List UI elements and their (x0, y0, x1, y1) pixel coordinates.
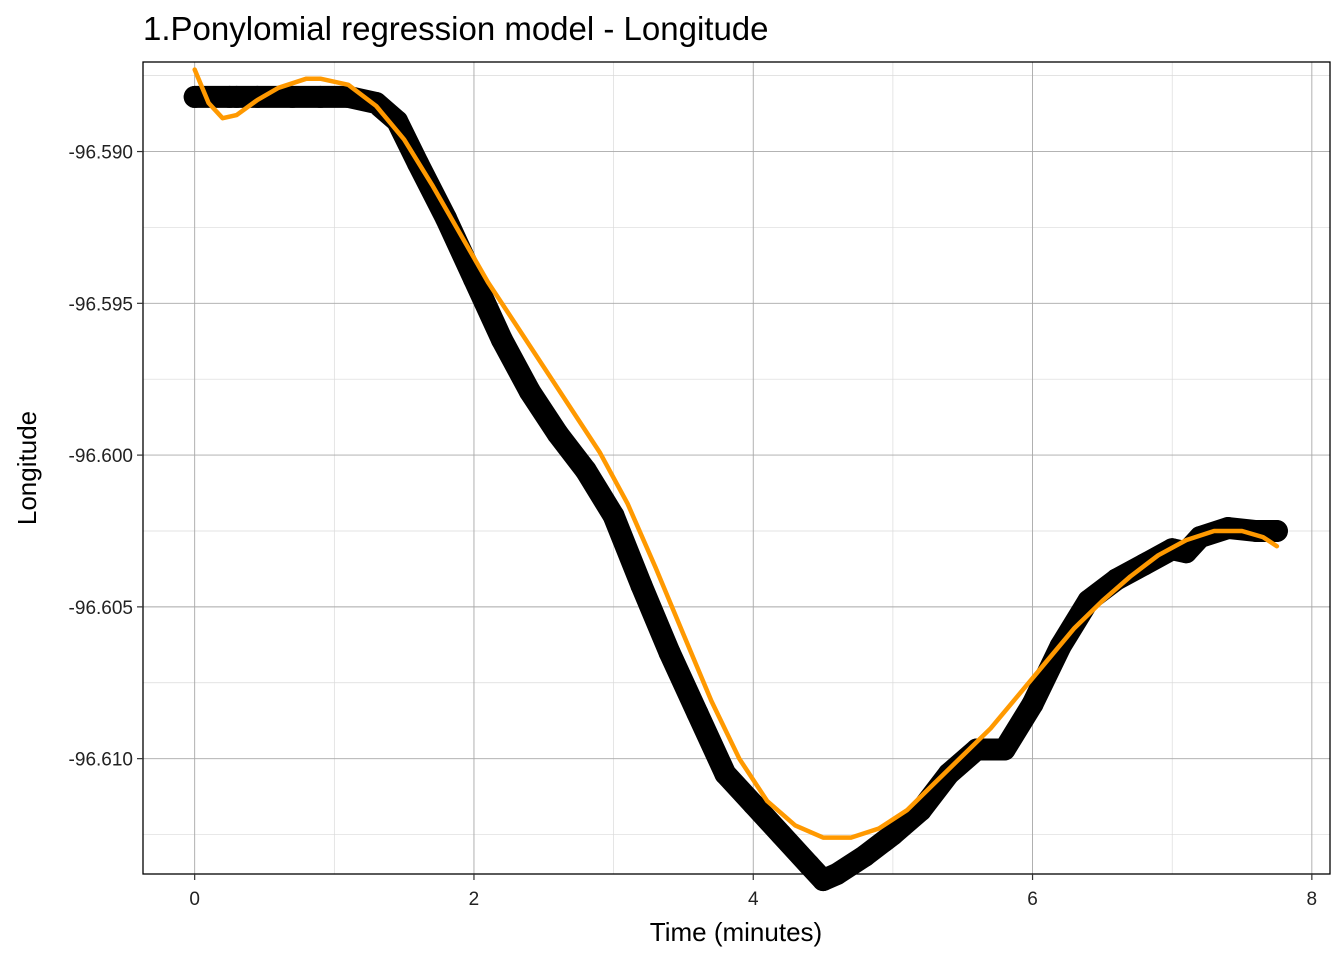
y-tick-label: -96.595 (69, 294, 133, 315)
data-point (965, 738, 988, 761)
data-point (993, 738, 1016, 761)
data-point (281, 85, 304, 108)
plot-panel (142, 61, 1331, 892)
data-point (365, 92, 388, 114)
data-point (854, 844, 876, 867)
x-axis-title: Time (minutes) (650, 917, 822, 947)
data-point (463, 268, 485, 290)
y-tick-label: -96.600 (69, 446, 133, 467)
x-tick-label: 2 (469, 889, 480, 910)
data-point (602, 504, 625, 527)
data-point (1175, 541, 1198, 564)
grid (143, 62, 1330, 874)
x-axis: 0 2 4 6 8 (189, 874, 1317, 910)
plot-background (143, 62, 1330, 874)
data-point (546, 422, 569, 445)
y-tick-label: -96.605 (69, 598, 133, 619)
x-tick-label: 4 (748, 889, 759, 910)
x-tick-label: 0 (189, 889, 200, 910)
data-point (937, 762, 960, 785)
fitted-curve-series (192, 67, 1280, 840)
data-point (630, 574, 653, 597)
y-tick-label: -96.610 (69, 750, 133, 771)
data-point (658, 641, 681, 664)
chart-title: 1.Ponylomial regression model - Longitud… (143, 10, 769, 47)
data-point (770, 823, 793, 846)
y-axis-title: Longitude (12, 411, 42, 525)
data-point (1217, 517, 1240, 539)
data-point (490, 328, 513, 351)
data-point (742, 793, 765, 816)
data-point (714, 762, 737, 785)
y-axis: -96.590 -96.595 -96.600 -96.605 -96.610 (69, 143, 143, 771)
x-tick-label: 6 (1027, 889, 1038, 910)
data-point (435, 207, 457, 230)
data-point (183, 85, 206, 108)
data-point (798, 853, 821, 876)
fitted-curve-line (192, 67, 1280, 840)
data-point (225, 85, 248, 108)
data-point (574, 459, 597, 482)
data-point (1021, 693, 1044, 715)
data-point (309, 85, 332, 108)
data-point (518, 380, 541, 403)
y-tick-label: -96.590 (69, 143, 133, 164)
data-point (686, 702, 709, 725)
x-tick-label: 8 (1307, 889, 1318, 910)
data-point (1265, 520, 1288, 542)
data-point (881, 823, 904, 846)
plot-border (142, 61, 1331, 875)
